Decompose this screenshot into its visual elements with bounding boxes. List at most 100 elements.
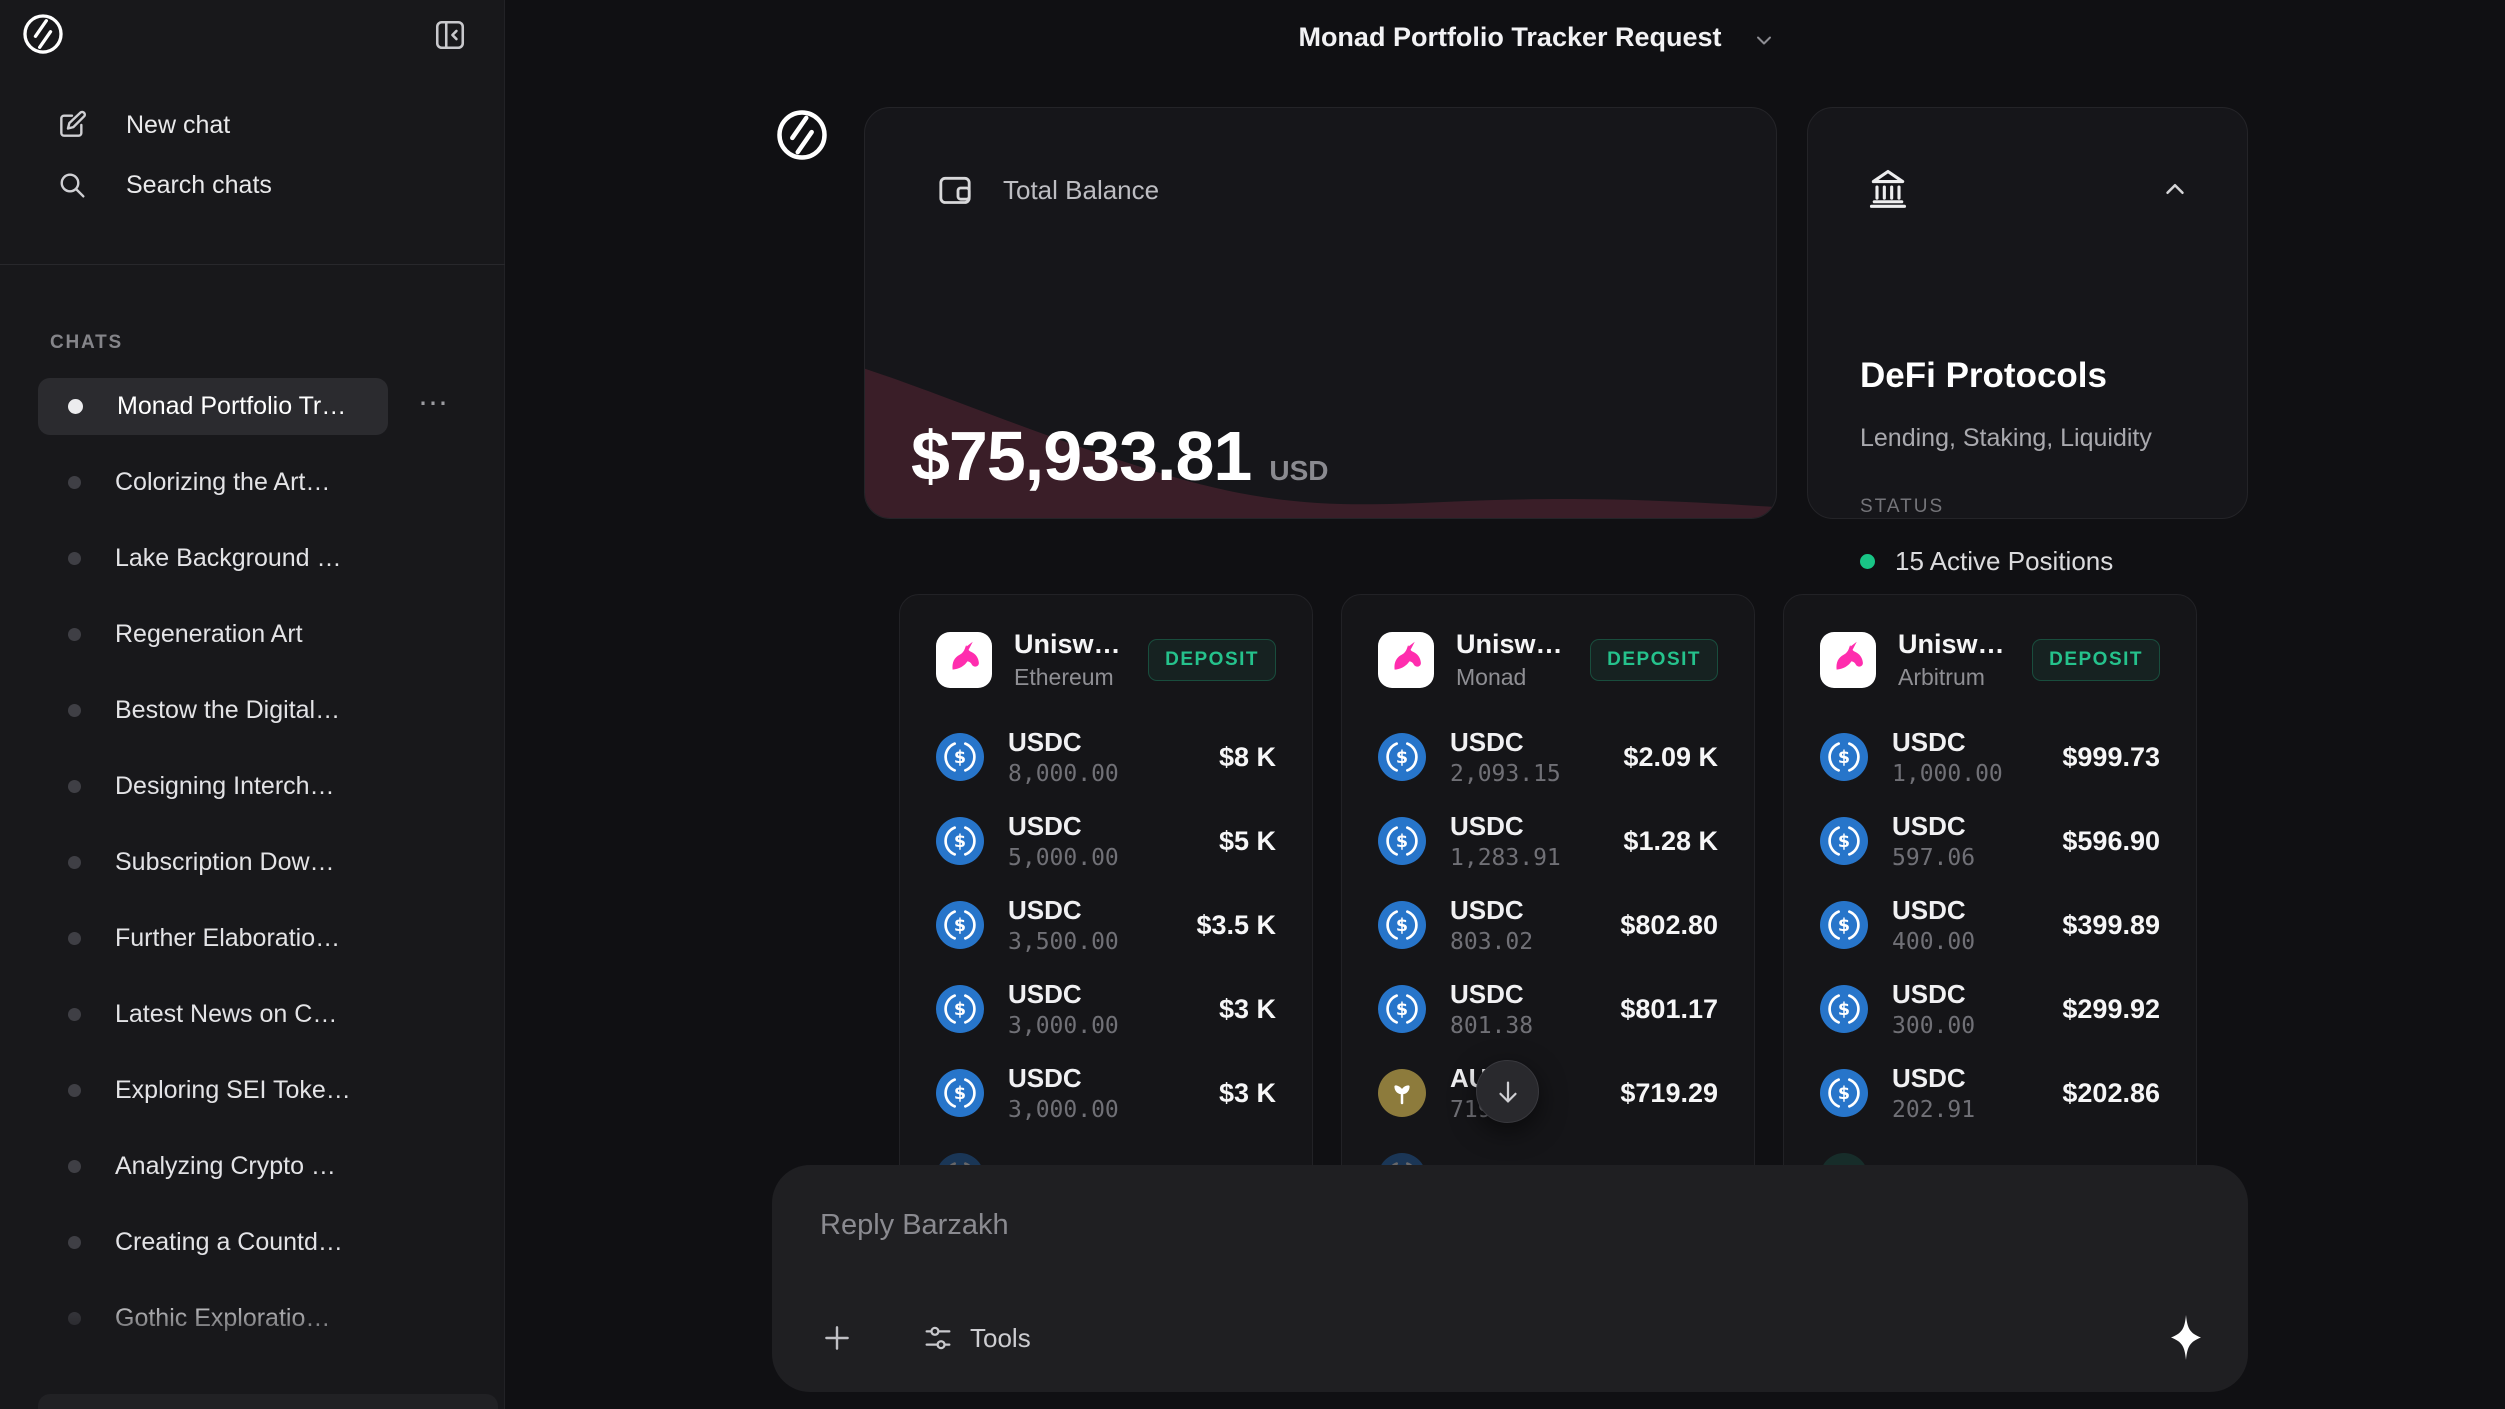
sliders-icon bbox=[922, 1322, 954, 1354]
barzakh-logo-icon bbox=[22, 13, 64, 55]
conversation-title[interactable]: Monad Portfolio Tracker Request bbox=[1298, 22, 1722, 52]
svg-text:$: $ bbox=[1396, 1000, 1408, 1020]
token-value: $202.86 bbox=[2062, 1077, 2160, 1108]
balance-sparkline-area bbox=[865, 368, 1776, 518]
token-row[interactable]: $ USDC 5,000.00 $5 K bbox=[936, 799, 1276, 883]
svg-text:$: $ bbox=[1396, 832, 1408, 852]
usdc-icon: $ bbox=[1820, 985, 1868, 1033]
token-symbol: USDC bbox=[1892, 727, 1966, 757]
usdc-icon: $ bbox=[1378, 985, 1426, 1033]
token-amount: 3,000.00 bbox=[1008, 1097, 1119, 1123]
chat-bullet-icon bbox=[68, 399, 83, 414]
sidebar-chat-item[interactable]: Creating a Countd… bbox=[38, 1214, 388, 1271]
sidebar-chat-item[interactable]: Bestow the Digital… bbox=[38, 682, 388, 739]
chat-bullet-icon bbox=[68, 628, 81, 641]
token-value: $719.29 bbox=[1620, 1077, 1718, 1108]
svg-text:$: $ bbox=[954, 1000, 966, 1020]
sidebar-chat-item[interactable]: Subscription Dow… bbox=[38, 834, 388, 891]
sidebar-chat-item[interactable]: Exploring SEI Toke… bbox=[38, 1062, 388, 1119]
arrow-down-icon bbox=[1498, 1081, 1517, 1102]
chat-list: Monad Portfolio Tr… ⋯ Colorizing the Art… bbox=[0, 378, 505, 1366]
protocol-name: Unisw… bbox=[1456, 629, 1563, 659]
token-row[interactable]: $ USDC 803.02 $802.80 bbox=[1378, 883, 1718, 967]
protocol-name: Unisw… bbox=[1898, 629, 2005, 659]
uniswap-logo-icon bbox=[936, 632, 992, 688]
network-name: Monad bbox=[1456, 664, 1527, 690]
deposit-badge[interactable]: DEPOSIT bbox=[2032, 639, 2160, 681]
defi-card-subtitle: Lending, Staking, Liquidity bbox=[1860, 424, 2152, 452]
token-row[interactable]: $ USDC 300.00 $299.92 bbox=[1820, 967, 2160, 1051]
token-symbol: USDC bbox=[1892, 979, 1966, 1009]
token-row[interactable]: $ USDC 3,500.00 $3.5 K bbox=[936, 883, 1276, 967]
sidebar-chat-item[interactable]: Monad Portfolio Tr… ⋯ bbox=[38, 378, 448, 435]
usdc-icon: $ bbox=[1820, 817, 1868, 865]
token-row[interactable]: $ USDC 2,093.15 $2.09 K bbox=[1378, 715, 1718, 799]
new-chat-label: New chat bbox=[126, 110, 231, 139]
chat-label: Bestow the Digital… bbox=[115, 696, 341, 724]
token-symbol: USDC bbox=[1008, 811, 1082, 841]
token-symbol: USDC bbox=[1892, 895, 1966, 925]
chevron-down-icon[interactable] bbox=[1752, 28, 1776, 52]
sidebar-chat-item[interactable]: Colorizing the Art… bbox=[38, 454, 388, 511]
token-amount: 2,093.15 bbox=[1450, 761, 1561, 787]
token-row[interactable]: $ USDC 1,000.00 $999.73 bbox=[1820, 715, 2160, 799]
network-name: Arbitrum bbox=[1898, 664, 1985, 690]
token-row[interactable]: $ USDC 3,000.00 $3 K bbox=[936, 1051, 1276, 1135]
token-value: $299.92 bbox=[2062, 993, 2160, 1024]
sidebar-chat-item[interactable]: Gothic Exploratio… bbox=[38, 1290, 388, 1347]
token-value: $399.89 bbox=[2062, 909, 2160, 940]
reply-input[interactable] bbox=[820, 1209, 2200, 1242]
chat-bullet-icon bbox=[68, 1312, 81, 1325]
usdc-icon: $ bbox=[1378, 817, 1426, 865]
more-options-icon[interactable]: ⋯ bbox=[418, 387, 450, 420]
chat-label: Further Elaboratio… bbox=[115, 924, 341, 952]
sidebar-chat-item[interactable]: Lake Background … bbox=[38, 530, 388, 587]
new-chat-button[interactable]: New chat bbox=[0, 95, 505, 155]
svg-text:$: $ bbox=[1396, 916, 1408, 936]
deposit-badge[interactable]: DEPOSIT bbox=[1148, 639, 1276, 681]
token-row[interactable]: $ USDC 3,000.00 $3 K bbox=[936, 967, 1276, 1051]
chats-section-header: CHATS bbox=[50, 332, 124, 353]
token-amount: 300.00 bbox=[1892, 1013, 1976, 1039]
sparkle-icon[interactable] bbox=[2168, 1315, 2204, 1361]
usdc-icon: $ bbox=[936, 733, 984, 781]
sidebar-chat-item[interactable]: Latest News on C… bbox=[38, 986, 388, 1043]
sidebar-chat-item[interactable]: Designing Interch… bbox=[38, 758, 388, 815]
scroll-to-bottom-button[interactable] bbox=[1476, 1060, 1539, 1123]
token-amount: 5,000.00 bbox=[1008, 845, 1119, 871]
deposit-badge[interactable]: DEPOSIT bbox=[1590, 639, 1718, 681]
chat-bullet-icon bbox=[68, 856, 81, 869]
usdc-icon: $ bbox=[1820, 733, 1868, 781]
token-row[interactable]: $ USDC 1,283.91 $1.28 K bbox=[1378, 799, 1718, 883]
profile-button[interactable] bbox=[38, 1394, 498, 1409]
tools-button[interactable]: Tools bbox=[922, 1322, 1031, 1354]
wallet-icon bbox=[935, 170, 975, 210]
token-value: $2.09 K bbox=[1623, 741, 1718, 772]
svg-text:$: $ bbox=[954, 916, 966, 936]
svg-text:$: $ bbox=[954, 748, 966, 768]
attach-plus-icon[interactable] bbox=[820, 1321, 854, 1355]
uniswap-logo-icon bbox=[1378, 632, 1434, 688]
token-row[interactable]: $ USDC 597.06 $596.90 bbox=[1820, 799, 2160, 883]
token-value: $1.28 K bbox=[1623, 825, 1718, 856]
network-name: Ethereum bbox=[1014, 664, 1114, 690]
token-row[interactable]: AUS 719 $719.29 bbox=[1378, 1051, 1718, 1135]
sidebar-chat-item[interactable]: Analyzing Crypto … bbox=[38, 1138, 388, 1195]
usdc-icon: $ bbox=[1820, 901, 1868, 949]
status-label: STATUS bbox=[1860, 496, 1945, 517]
token-value: $3 K bbox=[1218, 1077, 1276, 1108]
chevron-up-icon[interactable] bbox=[2160, 174, 2190, 204]
token-row[interactable]: $ USDC 400.00 $399.89 bbox=[1820, 883, 2160, 967]
search-chats-button[interactable]: Search chats bbox=[0, 155, 505, 215]
collapse-sidebar-icon[interactable] bbox=[432, 17, 468, 53]
status-value: 15 Active Positions bbox=[1895, 546, 2114, 576]
defi-protocols-card: DeFi Protocols Lending, Staking, Liquidi… bbox=[1807, 107, 2248, 576]
token-row[interactable]: $ USDC 202.91 $202.86 bbox=[1820, 1051, 2160, 1135]
token-row[interactable]: $ USDC 8,000.00 $8 K bbox=[936, 715, 1276, 799]
token-amount: 8,000.00 bbox=[1008, 761, 1119, 787]
sidebar-chat-item[interactable]: Regeneration Art bbox=[38, 606, 388, 663]
sidebar-chat-item[interactable]: Further Elaboratio… bbox=[38, 910, 388, 967]
token-row[interactable]: $ USDC 801.38 $801.17 bbox=[1378, 967, 1718, 1051]
uniswap-logo-icon bbox=[1820, 632, 1876, 688]
sidebar-divider bbox=[0, 264, 505, 265]
